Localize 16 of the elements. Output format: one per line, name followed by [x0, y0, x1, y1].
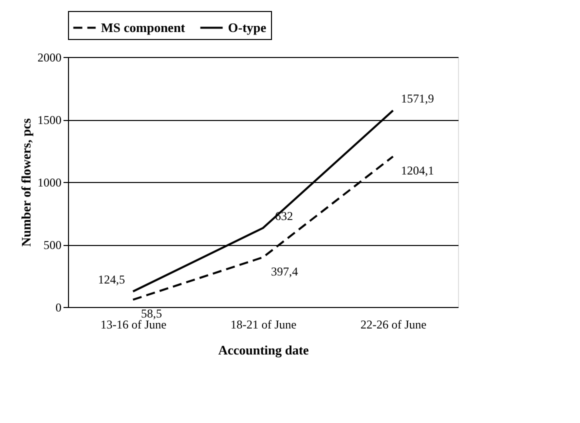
y-tick-label: 0 — [56, 300, 62, 314]
x-axis-title: Accounting date — [218, 342, 310, 358]
data-label: 397,4 — [271, 264, 298, 278]
x-tick-label: 22-26 of June — [360, 318, 426, 332]
legend-label: MS component — [101, 20, 186, 35]
y-tick-label: 2000 — [38, 50, 62, 64]
y-tick-label: 500 — [44, 238, 62, 252]
data-label: 124,5 — [98, 272, 125, 286]
data-label: 1204,1 — [401, 163, 434, 178]
y-tick-label: 1000 — [38, 176, 62, 190]
y-tick-label: 1500 — [38, 113, 62, 127]
data-label: 1571,9 — [401, 92, 434, 106]
legend-label: O-type — [228, 20, 266, 35]
x-tick-label: 18-21 of June — [230, 318, 296, 332]
data-label: 58,5 — [141, 306, 162, 321]
y-axis-title: Number of flowers, pcs — [18, 118, 34, 247]
